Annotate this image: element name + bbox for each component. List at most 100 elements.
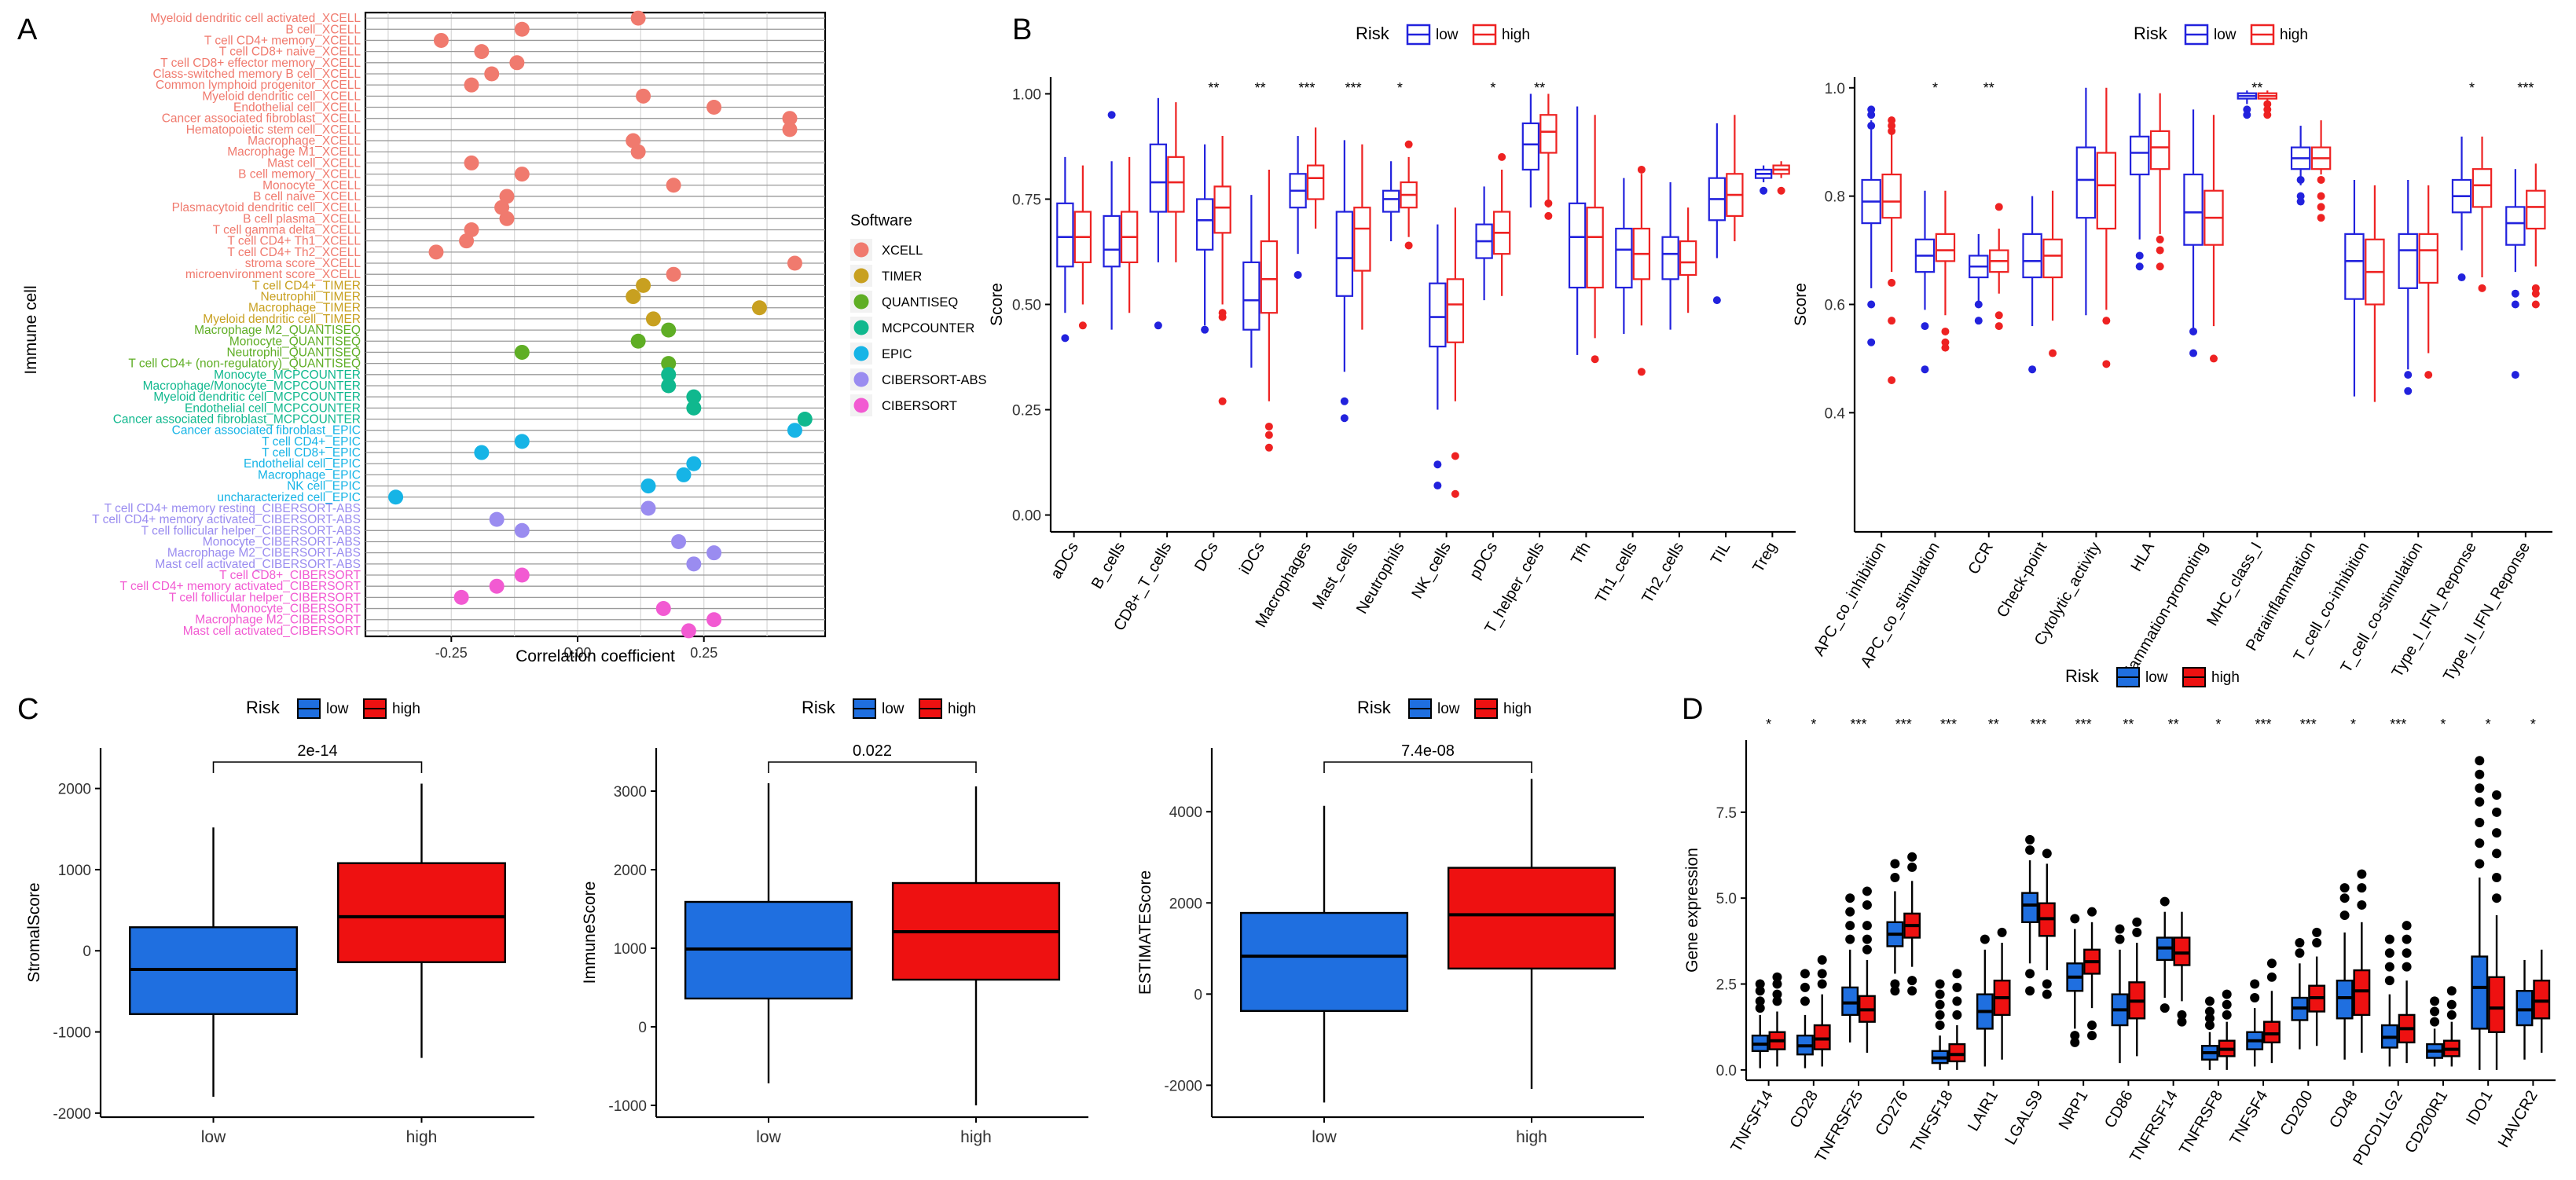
legend-key: [853, 268, 869, 284]
legend-label: low: [1437, 701, 1460, 717]
row-label: T cell CD4+ (non-regulatory)_QUANTISEQ: [128, 357, 361, 371]
point-11: [626, 133, 641, 148]
box-high-15-outlier: [2446, 1010, 2457, 1020]
box-high-11-box: [2471, 168, 2493, 208]
x-tick-label: high: [406, 1128, 438, 1146]
box-low-12-box: [2505, 206, 2526, 246]
box-high-7-outlier: [2087, 907, 2097, 917]
point-55: [681, 623, 696, 639]
box-high-0-box: [1881, 173, 1902, 219]
box-high-0-outlier: [1888, 116, 1896, 125]
box-high-3-outlier: [1218, 309, 1227, 317]
box-high-14-outlier: [2402, 962, 2412, 972]
row-label: Monocyte_QUANTISEQ: [229, 335, 361, 348]
point-7: [636, 88, 651, 104]
box-low-2-outlier: [1974, 317, 1983, 325]
box-low-2-outlier: [1845, 921, 1855, 931]
box-low-0-outlier: [1867, 122, 1876, 130]
row-label: Myeloid dendritic cell_MCPCOUNTER: [153, 390, 361, 404]
box-high-3-outlier: [2049, 349, 2057, 357]
y-tick-label: 0.25: [1012, 403, 1041, 420]
point-50: [514, 567, 530, 583]
legend-title: Risk: [1356, 24, 1390, 43]
y-axis-title: Gene expression: [1683, 848, 1701, 973]
box-high-0-outlier: [1772, 996, 1782, 1006]
y-tick-label: 2000: [614, 863, 647, 879]
box-high-12-box: [2526, 189, 2546, 230]
box-high-16-outlier: [2492, 790, 2502, 800]
box-high-9-outlier: [1498, 152, 1506, 161]
box-high-8-outlier: [1451, 489, 1459, 498]
box-high-0-outlier: [1078, 321, 1087, 330]
legend-label: low: [882, 701, 905, 717]
box-low-1-outlier: [1107, 111, 1116, 119]
box-low-2-outlier: [1154, 321, 1162, 330]
x-tick-label: 0.00: [563, 645, 591, 661]
point-34: [686, 389, 702, 405]
box-high-7-outlier: [1404, 140, 1413, 148]
point-22: [787, 255, 802, 271]
row-label: Macrophage M2_CIBERSORT: [195, 614, 361, 627]
point-41: [676, 467, 692, 482]
box-low-10-outlier: [2204, 1021, 2215, 1031]
box-high-13-outlier: [2357, 900, 2367, 910]
box-low-16-outlier: [2475, 769, 2485, 779]
point-32: [661, 367, 677, 383]
point-44: [640, 500, 656, 516]
legend-label: high: [1503, 701, 1532, 717]
y-tick-label: 5.0: [1716, 891, 1737, 907]
x-tick-label: low: [1312, 1128, 1337, 1146]
box-high-16-outlier: [2492, 893, 2502, 903]
row-label: Macrophage M2_QUANTISEQ: [194, 324, 361, 337]
point-17: [494, 200, 510, 215]
x-tick-label: 0.25: [690, 645, 717, 661]
significance-mark: *: [1932, 80, 1938, 96]
box-high-0-outlier: [1888, 317, 1896, 325]
row-label: T cell CD4+ memory_XCELL: [204, 34, 361, 47]
box-high-13-outlier: [2357, 869, 2367, 879]
y-tick-label: -1000: [608, 1098, 647, 1115]
box-low-15-outlier: [2430, 1017, 2440, 1027]
significance-mark: ***: [1940, 716, 1957, 732]
box-high-6-outlier: [2042, 989, 2052, 999]
box-low-1-outlier: [1800, 969, 1810, 979]
point-19: [464, 222, 479, 237]
box-low-12-outlier: [2511, 371, 2519, 379]
row-label: T cell CD4+ Th1_XCELL: [227, 235, 361, 248]
box-low-4-box: [1242, 261, 1260, 331]
point-20: [459, 233, 475, 249]
row-label: microenvironment score_XCELL: [185, 268, 361, 281]
box-high-5-outlier: [2156, 262, 2164, 271]
row-label: Plasmacytoid dendritic cell_XCELL: [172, 201, 361, 214]
box-high-14-outlier: [2402, 948, 2412, 958]
significance-mark: ***: [2517, 80, 2534, 96]
box-high-11-box: [2262, 1021, 2281, 1044]
box-low-2-box: [1841, 986, 1859, 1017]
box-high-10-outlier: [1544, 211, 1553, 220]
significance-mark: *: [2440, 716, 2446, 732]
y-tick-label: 0.00: [1012, 508, 1041, 525]
y-tick-label: 2000: [1169, 896, 1202, 912]
box-high-3-outlier: [1907, 976, 1917, 986]
box-high-6-outlier: [2209, 354, 2218, 363]
significance-mark: **: [1983, 80, 1994, 96]
significance-mark: ***: [1298, 80, 1315, 96]
row-label: T cell CD8+ naive_XCELL: [219, 46, 361, 59]
panel-c1-boxplot: -2000 -1000 0 1000 2000 low high 2e-14 StromalSc…: [25, 698, 534, 1146]
legend-label: high: [1502, 27, 1530, 43]
box-low-4-outlier: [1935, 1010, 1945, 1020]
box-high-2-outlier: [1862, 921, 1872, 931]
point-24: [636, 277, 651, 293]
point-9: [782, 111, 798, 126]
box-low-1-outlier: [1800, 996, 1810, 1006]
box-low-7-outlier: [2070, 1037, 2080, 1047]
box-high-5-outlier: [2156, 235, 2164, 244]
box-high-9-box: [2173, 936, 2191, 966]
y-tick-label: 0.8: [1825, 189, 1845, 206]
point-39: [474, 445, 490, 460]
box-high-2-outlier: [1994, 203, 2003, 211]
box-high-7-outlier: [2087, 1021, 2097, 1031]
box-low-10-outlier: [2204, 1013, 2215, 1024]
box-high-1-outlier: [1817, 955, 1827, 965]
box-low-7-outlier: [2243, 111, 2251, 119]
